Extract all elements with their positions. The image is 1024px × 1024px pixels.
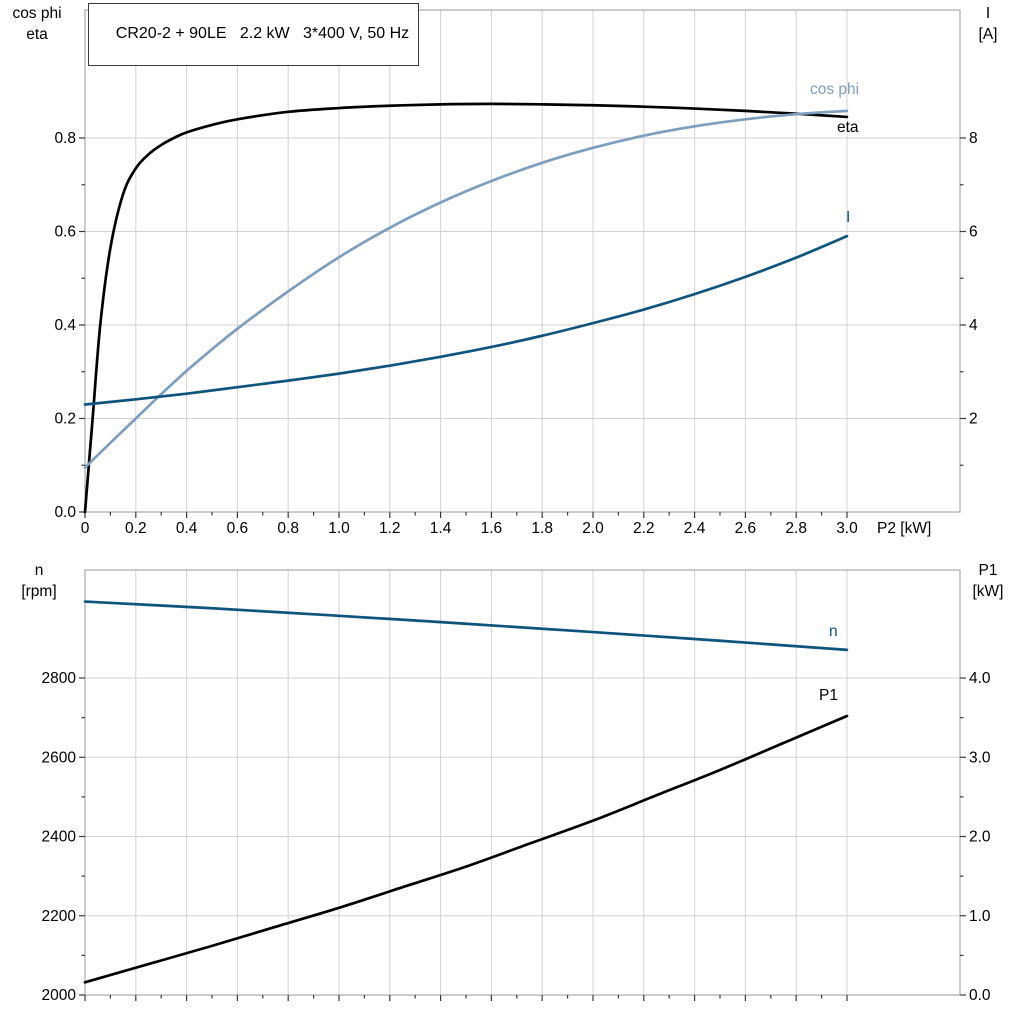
speed-curve-label: n [829,623,838,640]
top-left-axis-title: cos phi eta [4,3,70,45]
svg-text:1.2: 1.2 [379,520,401,537]
svg-text:1.4: 1.4 [430,520,452,537]
svg-text:4.0: 4.0 [969,670,991,687]
svg-text:2600: 2600 [42,749,77,766]
svg-text:0.2: 0.2 [125,520,147,537]
rpm-unit-label: [rpm] [21,583,57,600]
svg-text:0: 0 [81,520,90,537]
svg-text:6: 6 [969,224,978,241]
ampere-unit-label: [A] [978,26,998,43]
svg-text:8: 8 [969,130,978,147]
p1-axis-title: P1 [978,562,998,579]
curve-n [83,600,849,652]
axis-tick-labels: 0 0.2 0.4 0.6 0.8 1.0 1.2 1.4 1.6 1.8 2.0 2.2 2.4 2.6… [54,130,978,537]
current-curve-label: I [846,209,851,226]
bottom-right-axis-title: P1 [kW] [956,560,1020,602]
x-axis-label: P2 [kW] [877,520,932,537]
axis-tick-labels: 2000 2200 2400 2600 2800 0.0 1.0 2.0 3.0 4.0 [42,670,991,1004]
chart-title-box: CR20-2 + 90LE 2.2 kW 3*400 V, 50 Hz [88,3,420,66]
svg-text:2.4: 2.4 [684,520,706,537]
eta-curve-label: eta [837,119,859,136]
svg-text:1.0: 1.0 [969,908,991,925]
svg-text:2200: 2200 [42,908,77,925]
svg-text:2000: 2000 [42,987,77,1004]
curve-cos_phi [83,109,849,469]
svg-text:2.8: 2.8 [785,520,807,537]
gridlines [85,10,960,512]
svg-text:1.8: 1.8 [531,520,553,537]
curve-P1 [83,714,849,984]
bottom-left-axis-title: n [rpm] [0,560,78,602]
current-axis-title: I [985,5,991,22]
svg-text:2400: 2400 [42,829,77,846]
axis-ticks [79,137,966,518]
plot-frame [84,9,961,513]
chart-title: CR20-2 + 90LE 2.2 kW 3*400 V, 50 Hz [115,25,410,42]
svg-text:1.6: 1.6 [481,520,503,537]
p1-curve-label: P1 [819,687,838,704]
svg-text:0.4: 0.4 [176,520,198,537]
svg-text:2800: 2800 [42,670,77,687]
axis-ticks [79,677,966,1001]
eta-axis-title: eta [26,26,48,43]
curve-eta [83,102,849,514]
svg-text:0.2: 0.2 [54,411,76,428]
svg-text:0.8: 0.8 [277,520,299,537]
curve-current [83,234,849,406]
svg-text:2.2: 2.2 [633,520,655,537]
svg-text:0.0: 0.0 [54,504,76,521]
bottom-chart: 2000 2200 2400 2600 2800 0.0 1.0 2.0 3.0 4.0 [42,569,991,1004]
speed-axis-title: n [34,562,44,579]
svg-text:0.4: 0.4 [54,317,76,334]
svg-text:3.0: 3.0 [969,749,991,766]
svg-text:3.0: 3.0 [836,520,858,537]
cos-phi-axis-title: cos phi [12,5,62,22]
svg-text:4: 4 [969,317,978,334]
svg-text:0.6: 0.6 [227,520,249,537]
svg-text:2.0: 2.0 [969,829,991,846]
kw-unit-label: [kW] [972,583,1004,600]
svg-text:2.0: 2.0 [582,520,604,537]
top-chart: 0 0.2 0.4 0.6 0.8 1.0 1.2 1.4 1.6 1.8 2.0 2.2 2.4 2.6… [54,9,978,537]
svg-text:0.6: 0.6 [54,224,76,241]
svg-text:0.8: 0.8 [54,130,76,147]
svg-text:2.6: 2.6 [735,520,757,537]
svg-text:2: 2 [969,411,978,428]
svg-text:1.0: 1.0 [328,520,350,537]
top-right-axis-title: I [A] [958,3,1018,45]
cos-phi-curve-label: cos phi [810,81,860,98]
svg-text:0.0: 0.0 [969,987,991,1004]
gridlines [85,570,960,995]
plot-frame [84,569,961,996]
